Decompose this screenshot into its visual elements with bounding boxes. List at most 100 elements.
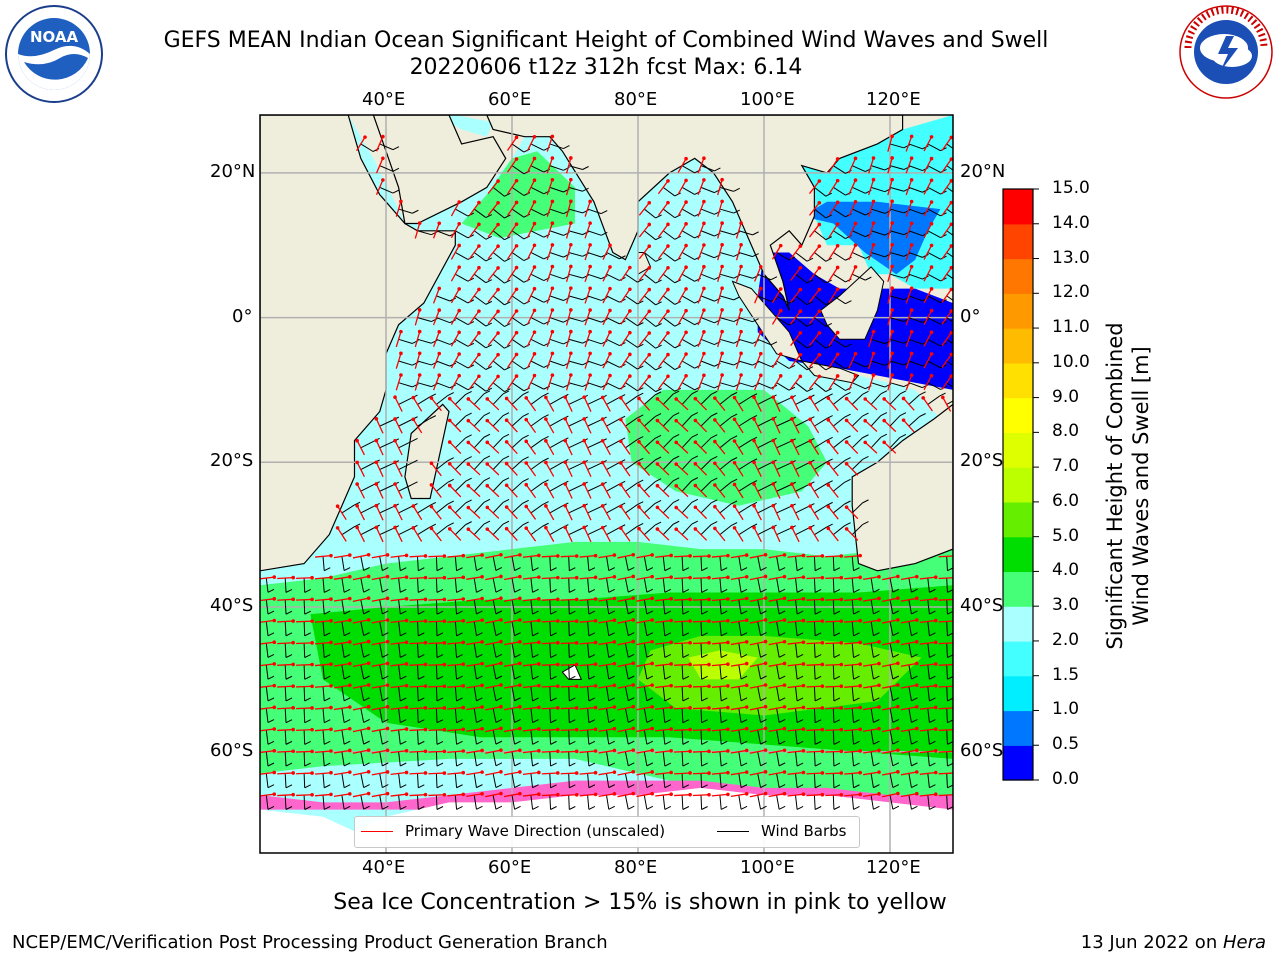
wave-direction-arrow bbox=[923, 266, 933, 282]
wind-barb bbox=[776, 556, 780, 571]
wave-direction-arrowhead bbox=[563, 395, 568, 399]
wave-direction-arrow bbox=[887, 157, 893, 174]
wave-direction-arrow bbox=[579, 750, 596, 754]
wind-barb bbox=[454, 578, 458, 593]
wind-barb bbox=[322, 578, 325, 593]
wind-barb bbox=[833, 338, 846, 348]
wind-barb-flag bbox=[760, 588, 767, 593]
wind-barb bbox=[379, 506, 394, 514]
wind-barb bbox=[889, 686, 894, 701]
wave-direction-arrowhead bbox=[702, 243, 706, 247]
wind-barb bbox=[455, 317, 469, 326]
wave-direction-arrowhead bbox=[310, 575, 314, 580]
wind-barb-flag bbox=[628, 653, 635, 658]
wave-direction-arrow bbox=[941, 202, 952, 216]
wave-direction-arrow bbox=[546, 244, 553, 261]
wind-barb-flag bbox=[285, 784, 293, 789]
wave-direction-arrow bbox=[565, 353, 572, 369]
wind-barb-flag bbox=[664, 805, 672, 810]
wind-barb-flag bbox=[892, 762, 900, 767]
wave-direction-arrow bbox=[506, 136, 518, 151]
wave-direction-arrow bbox=[375, 440, 384, 456]
wave-direction-arrow bbox=[485, 619, 502, 624]
wave-direction-arrow bbox=[806, 750, 823, 753]
wind-barb-flag bbox=[569, 654, 576, 659]
wind-barb-flag bbox=[514, 805, 521, 810]
wave-direction-arrowhead bbox=[853, 199, 858, 204]
wind-barb-flag bbox=[285, 740, 293, 745]
wind-barb bbox=[795, 751, 798, 767]
colorbar-segment bbox=[1003, 675, 1033, 712]
wind-barb bbox=[738, 418, 752, 427]
wind-barb-flag bbox=[363, 610, 370, 615]
wave-direction-arrowhead bbox=[366, 552, 371, 557]
latitude-label-left: 40°S bbox=[210, 595, 254, 616]
wave-direction-arrowhead bbox=[726, 705, 730, 710]
wind-barb bbox=[398, 484, 412, 492]
colorbar-segment bbox=[1003, 293, 1033, 329]
wave-direction-arrowhead bbox=[291, 662, 295, 667]
wind-barb-flag bbox=[853, 784, 860, 789]
wind-barb bbox=[681, 458, 693, 470]
wave-direction-arrow bbox=[449, 463, 462, 476]
wind-barb bbox=[757, 577, 762, 593]
wave-direction-arrowhead bbox=[637, 418, 641, 422]
wind-barb-flag bbox=[691, 498, 699, 503]
wave-direction-arrowhead bbox=[272, 792, 277, 796]
wave-direction-arrow bbox=[260, 576, 275, 580]
wave-direction-arrow bbox=[887, 353, 893, 369]
wind-barb bbox=[568, 382, 583, 388]
wind-barb bbox=[587, 528, 601, 536]
wind-barb bbox=[454, 795, 458, 810]
wind-barb bbox=[284, 643, 287, 658]
latitude-label-left: 20°N bbox=[210, 160, 256, 182]
wind-barb-flag bbox=[911, 610, 918, 615]
wave-direction-arrow bbox=[371, 575, 388, 581]
wave-direction-arrow bbox=[506, 267, 518, 282]
wave-direction-arrowhead bbox=[477, 331, 481, 335]
footer-date-text: 13 Jun 2022 on bbox=[1080, 932, 1223, 953]
wave-direction-arrowhead bbox=[858, 684, 862, 688]
wind-barb bbox=[832, 795, 835, 810]
wave-direction-arrowhead bbox=[914, 705, 919, 709]
wind-barb-flag bbox=[532, 632, 539, 637]
wave-direction-arrow bbox=[749, 597, 766, 602]
wave-direction-arrowhead bbox=[752, 503, 756, 508]
wave-direction-arrow bbox=[868, 201, 875, 217]
wave-direction-arrowhead bbox=[674, 397, 679, 401]
wind-barb bbox=[530, 795, 534, 810]
wave-direction-arrowhead bbox=[688, 727, 692, 732]
wave-direction-arrow bbox=[692, 620, 710, 623]
wave-direction-arrowhead bbox=[442, 662, 447, 667]
wave-direction-arrow bbox=[525, 462, 537, 477]
wave-direction-arrowhead bbox=[272, 705, 277, 710]
wave-direction-arrow bbox=[657, 375, 669, 390]
wind-barb-flag bbox=[720, 719, 728, 724]
wind-barb-flag bbox=[304, 740, 311, 745]
wave-direction-arrow bbox=[487, 310, 499, 325]
wave-direction-arrowhead bbox=[782, 683, 787, 687]
wave-direction-arrowhead bbox=[732, 504, 737, 508]
wave-direction-arrowhead bbox=[732, 482, 737, 487]
wind-barb-flag bbox=[892, 653, 900, 658]
wind-barb bbox=[719, 251, 734, 257]
wind-barb bbox=[530, 482, 543, 492]
wind-barb-flag bbox=[588, 632, 596, 637]
wind-barb bbox=[643, 503, 656, 514]
wind-barb-flag bbox=[436, 697, 444, 702]
wave-direction-arrow bbox=[905, 288, 913, 304]
wind-barb bbox=[492, 773, 497, 788]
wind-barb-flag bbox=[504, 366, 511, 371]
wave-direction-arrowhead bbox=[647, 287, 652, 292]
wind-barb-flag bbox=[382, 762, 389, 767]
wave-direction-arrow bbox=[882, 575, 898, 581]
wave-direction-arrow bbox=[277, 772, 294, 775]
wind-barb-flag bbox=[436, 654, 444, 659]
wind-barb bbox=[417, 664, 419, 680]
wind-barb-flag bbox=[796, 784, 804, 789]
wind-barb-flag bbox=[343, 740, 351, 745]
wind-barb-flag bbox=[465, 434, 472, 439]
wave-direction-arrow bbox=[848, 158, 857, 174]
wave-direction-arrow bbox=[882, 619, 898, 624]
wave-direction-arrow bbox=[638, 506, 651, 520]
